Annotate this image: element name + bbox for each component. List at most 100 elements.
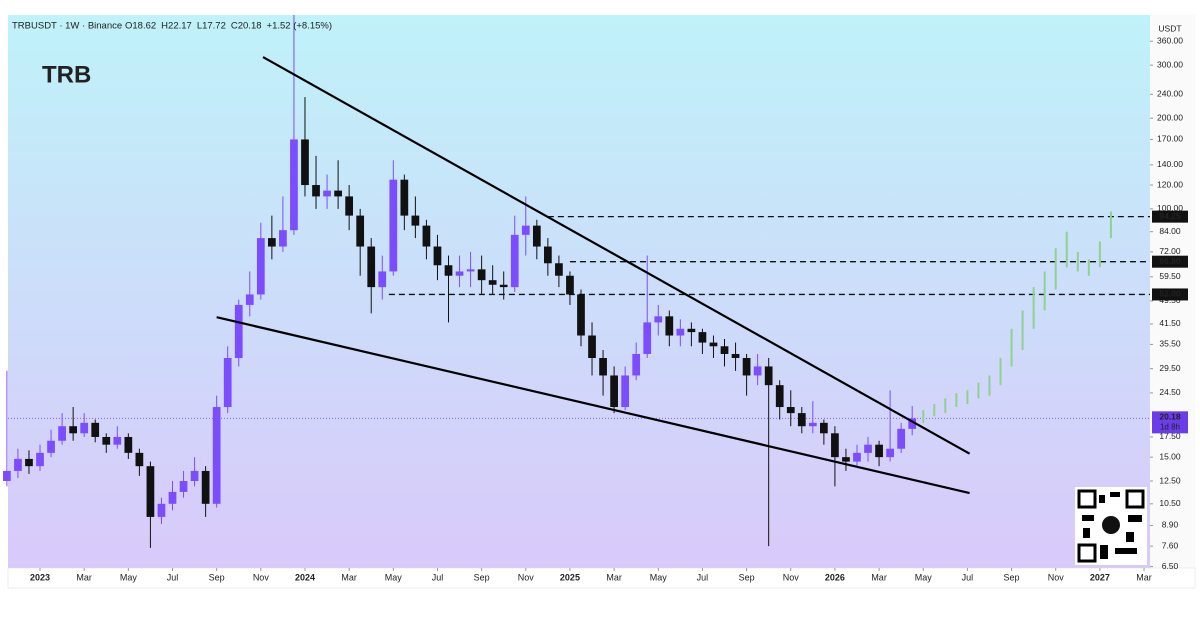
- x-tick-label: May: [915, 572, 933, 582]
- candle-body: [786, 407, 795, 414]
- level-label: 52.00: [1159, 289, 1181, 299]
- candle-body: [577, 294, 585, 336]
- projection-bar: [933, 404, 936, 417]
- y-tick-label: 10.50: [1159, 498, 1181, 508]
- y-tick-label: 8.90: [1162, 520, 1179, 530]
- y-tick-label: 240.00: [1157, 89, 1183, 99]
- qr-module: [1126, 532, 1134, 542]
- candle-body: [146, 466, 155, 517]
- y-tick-label: 120.00: [1157, 179, 1183, 189]
- x-tick-label: May: [385, 572, 403, 582]
- y-tick-label: 72.00: [1159, 246, 1181, 256]
- candle-body: [135, 452, 144, 467]
- candle-body: [267, 238, 276, 247]
- x-tick-label: Mar: [1136, 572, 1152, 582]
- x-tick-label: Sep: [1004, 572, 1020, 582]
- trendline: [262, 56, 971, 455]
- candle-body: [897, 428, 906, 449]
- candle-body: [731, 353, 740, 358]
- candle-body: [367, 246, 376, 288]
- y-tick-label: 24.50: [1159, 387, 1181, 397]
- qr-finder: [1125, 489, 1145, 509]
- candle-body: [477, 269, 486, 281]
- x-tick-label: Mar: [341, 572, 357, 582]
- candle-body: [864, 444, 872, 453]
- projection-bar: [1021, 310, 1024, 351]
- y-tick-label: 170.00: [1157, 134, 1183, 144]
- qr-code: [1075, 487, 1147, 565]
- y-tick-label: 15.00: [1159, 451, 1181, 461]
- trendline: [216, 316, 970, 495]
- candle-body: [820, 422, 828, 434]
- x-tick-label: Nov: [253, 572, 270, 582]
- candle-body: [532, 225, 541, 247]
- candle-body: [510, 234, 519, 288]
- x-tick-label: Jul: [167, 572, 179, 582]
- x-tick-label: 2025: [560, 572, 580, 582]
- qr-finder: [1077, 489, 1097, 509]
- candle-body: [709, 342, 718, 347]
- x-tick-label: Nov: [518, 572, 535, 582]
- plot-background: [8, 15, 1150, 568]
- time-axis-background: [7, 567, 1196, 589]
- qr-finder: [1077, 543, 1097, 563]
- qr-module: [1110, 492, 1120, 497]
- y-tick-label: 100.00: [1157, 203, 1183, 213]
- candle-body: [25, 458, 33, 467]
- candle-body: [234, 304, 243, 358]
- y-tick-label: 59.50: [1159, 271, 1181, 281]
- candle-body: [179, 481, 188, 492]
- candle-body: [654, 316, 663, 323]
- x-tick-label: 2023: [30, 572, 50, 582]
- candle-body: [3, 470, 11, 482]
- candle-body: [488, 280, 497, 285]
- projection-bar: [977, 382, 980, 399]
- candle-body: [91, 422, 100, 437]
- currency-label: USDT: [1158, 23, 1181, 33]
- projection-bar: [999, 357, 1002, 386]
- qr-module: [1100, 545, 1108, 559]
- ohlc-value: H22.17: [161, 21, 192, 32]
- ohlc-value: C20.18: [231, 21, 262, 32]
- x-tick-label: Jul: [697, 572, 709, 582]
- candle-body: [80, 422, 89, 434]
- y-tick-label: 29.50: [1159, 363, 1181, 373]
- candle-body: [566, 275, 574, 295]
- projection-bar: [1098, 241, 1101, 268]
- projection-bar: [1010, 328, 1013, 367]
- projection-bar: [1043, 271, 1046, 311]
- y-tick-label: 140.00: [1157, 159, 1183, 169]
- x-tick-label: Nov: [1048, 572, 1065, 582]
- qr-module: [1128, 515, 1142, 522]
- projection-bar: [1076, 251, 1079, 272]
- candle-body: [753, 366, 762, 376]
- x-tick-label: Jul: [962, 572, 974, 582]
- last-price-label: 20.18: [1159, 412, 1181, 422]
- y-tick-label: 300.00: [1157, 59, 1183, 69]
- candle-body: [400, 179, 409, 216]
- candle-body: [875, 444, 883, 458]
- candle-body: [14, 458, 22, 471]
- y-tick-label: 41.50: [1159, 318, 1181, 328]
- candle-body: [444, 265, 453, 276]
- candle-body: [312, 185, 320, 197]
- x-tick-label: May: [650, 572, 668, 582]
- level-label: 66.80: [1159, 256, 1181, 266]
- qr-module: [1082, 515, 1094, 521]
- candle-body: [621, 375, 630, 408]
- candle-body: [301, 139, 309, 186]
- projection-bar: [922, 410, 925, 423]
- candle-body: [58, 426, 66, 441]
- x-tick-label: Sep: [474, 572, 490, 582]
- candle-body: [168, 491, 177, 504]
- candle-body: [643, 322, 652, 354]
- candle-body: [113, 436, 122, 445]
- level-label-box: [1152, 288, 1188, 301]
- projection-bar: [1109, 211, 1112, 239]
- candle-body: [610, 375, 618, 408]
- ohlc-value: O18.62: [125, 21, 156, 32]
- candle-body: [687, 328, 696, 333]
- ohlc-header: O18.62 H22.17 L17.72 C20.18 +1.52 (+8.15%): [125, 21, 332, 32]
- candle-body: [223, 357, 232, 408]
